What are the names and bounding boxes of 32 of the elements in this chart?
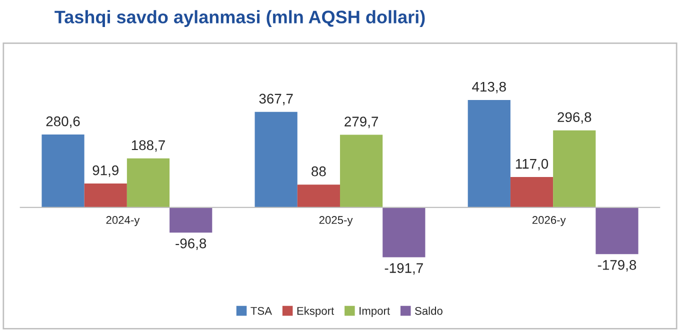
bar [42,134,84,208]
bar [254,112,298,208]
legend-label: Saldo [415,306,442,315]
x-tick-label: 2025-y [319,216,353,226]
bar [468,100,510,208]
legend-label: TSA [250,306,272,315]
legend-label: Import [360,307,390,318]
bar [553,130,596,208]
bar [382,207,426,258]
data-label: -179,8 [598,260,636,272]
bar [596,207,638,254]
data-label: 296,8 [558,112,592,124]
bar [340,134,383,208]
chart-title: Tashqi savdo aylanmasi (mln AQSH dollari) [54,10,425,27]
data-label: -96,8 [176,238,206,250]
bar [126,158,170,208]
data-label: 91,9 [92,165,118,177]
data-label: 280,6 [46,116,80,128]
x-tick-label: 2024-y [106,216,140,226]
bar [510,177,554,208]
legend-label: Eksport [297,306,334,318]
bar [297,184,340,208]
data-label: 279,7 [344,116,378,128]
data-label: 188,7 [132,140,165,152]
bar [84,184,127,208]
data-label: 88 [312,166,326,176]
data-label: -191,7 [384,263,423,275]
data-label: 413,8 [472,82,506,94]
bar [170,207,212,233]
x-tick-label: 2026-y [532,216,566,226]
data-label: 367,7 [259,94,293,106]
data-label: 117,0 [516,158,548,170]
